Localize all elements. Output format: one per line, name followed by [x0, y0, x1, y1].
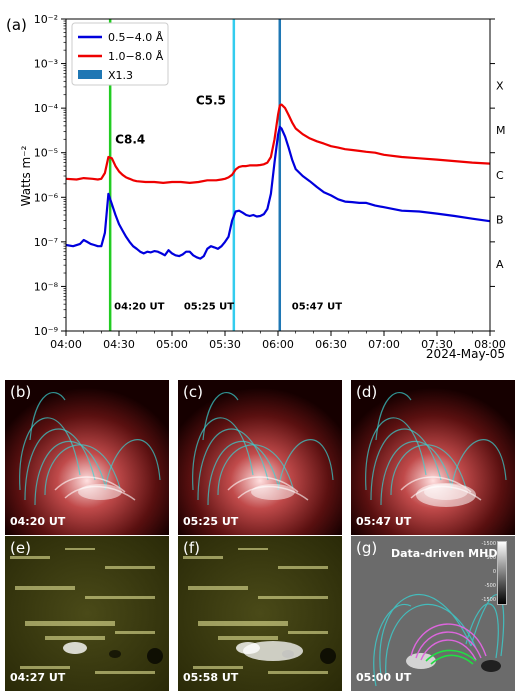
x-tick-label: 07:00	[368, 338, 400, 351]
colorbar-tick: 0	[492, 569, 496, 575]
panel-label: (g)	[356, 539, 378, 557]
panel-time: 04:27 UT	[10, 671, 66, 684]
hmi-panel-f: (f) 05:58 UT	[178, 536, 342, 691]
y-tick-label: 10⁻³	[34, 58, 58, 71]
flare-class-label: X	[496, 80, 504, 93]
flare-class-label: M	[496, 124, 506, 137]
colorbar-tick: -1500	[481, 541, 496, 547]
colorbar-tick: 500	[486, 555, 496, 561]
aia-panel-d: (d) 05:47 UT	[351, 380, 515, 535]
x-axis-date-label: 2024-May-05	[426, 347, 505, 361]
y-tick-label: 10⁻⁶	[34, 191, 59, 204]
colorbar	[497, 541, 507, 605]
series-line	[65, 103, 491, 184]
x-tick-label: 06:30	[315, 338, 347, 351]
mhd-panel-g: (g) Data-driven MHD -1500 500 0 -500 -15…	[351, 536, 515, 691]
marker-time-label: 05:47 UT	[292, 302, 342, 313]
panel-time: 05:58 UT	[183, 671, 239, 684]
panel-time: 05:25 UT	[183, 515, 239, 528]
x-tick-label: 06:00	[262, 338, 294, 351]
aia-image	[5, 380, 169, 535]
x-tick-label: 04:30	[103, 338, 135, 351]
x-tick-label: 05:30	[209, 338, 241, 351]
flare-label: C5.5	[196, 94, 226, 108]
marker-time-label: 05:25 UT	[184, 302, 234, 313]
plot-area: 10⁻⁹ 10⁻⁸ 10⁻⁷ 10⁻⁶ 10⁻⁵ 10⁻⁴ 10⁻³ 10⁻² A B C M X 04:…	[34, 13, 506, 351]
panel-label: (d)	[356, 383, 378, 401]
legend-label: 0.5−4.0 Å	[108, 31, 164, 44]
plot-frame	[65, 18, 491, 332]
colorbar-tick: -500	[484, 583, 496, 589]
panel-time: 04:20 UT	[10, 515, 66, 528]
series-line	[65, 125, 491, 260]
aia-panel-c: (c) 05:25 UT	[178, 380, 342, 535]
panel-label-a: (a)	[6, 16, 27, 34]
x-tick-label: 05:00	[156, 338, 188, 351]
hmi-panel-e: (e) 04:27 UT	[5, 536, 169, 691]
mhd-title: Data-driven MHD	[391, 547, 498, 560]
flare-class-label: A	[496, 258, 504, 271]
legend-label: 1.0−8.0 Å	[108, 50, 164, 63]
x-tick-label: 07:30	[421, 338, 453, 351]
y-tick-label: 10⁻⁹	[34, 325, 58, 338]
aia-image	[178, 380, 342, 535]
y-axis-label: Watts m⁻²	[19, 145, 33, 206]
goes-xray-chart: (a) Watts m⁻² 10⁻⁹10⁻⁸10⁻⁷10⁻⁶10⁻⁵10⁻⁴10…	[6, 13, 506, 361]
y-tick-label: 10⁻²	[34, 13, 58, 26]
legend-swatch	[78, 70, 102, 79]
marker-time-label: 04:20 UT	[114, 302, 164, 313]
panel-label: (c)	[183, 383, 203, 401]
y-tick-label: 10⁻⁸	[34, 280, 59, 293]
y-tick-label: 10⁻⁴	[34, 102, 59, 115]
panel-label: (e)	[10, 539, 31, 557]
hmi-image	[5, 536, 169, 691]
flare-class-label: B	[496, 213, 504, 226]
panel-time: 05:47 UT	[356, 515, 412, 528]
legend-box	[71, 22, 169, 86]
flare-label: C8.4	[115, 133, 145, 147]
aia-panel-b: (b) 04:20 UT	[5, 380, 169, 535]
legend-label: X1.3	[108, 69, 133, 82]
y-tick-label: 10⁻⁷	[34, 236, 58, 249]
colorbar-tick: -1500	[481, 597, 496, 603]
panel-label: (f)	[183, 539, 200, 557]
x-tick-label: 04:00	[50, 338, 82, 351]
flare-class-label: C	[496, 169, 504, 182]
panel-label: (b)	[10, 383, 32, 401]
panel-time: 05:00 UT	[356, 671, 412, 684]
x-tick-label: 08:00	[474, 338, 506, 351]
aia-image	[351, 380, 515, 535]
y-tick-label: 10⁻⁵	[34, 147, 58, 160]
hmi-image	[178, 536, 342, 691]
